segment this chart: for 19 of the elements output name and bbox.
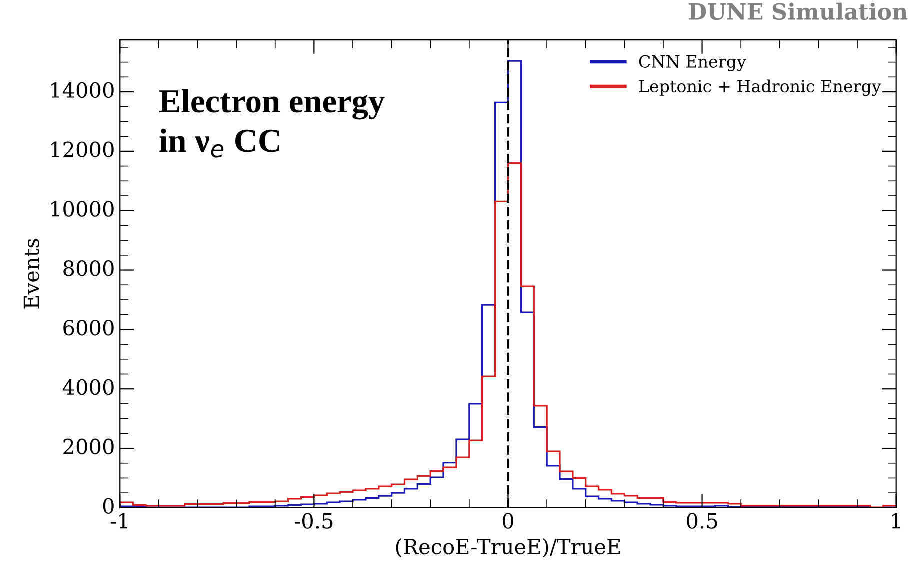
- y-tick-label: 2000: [64, 438, 114, 455]
- y-tick-label: 4000: [62, 379, 114, 396]
- x-tick-label: 0: [502, 513, 514, 529]
- y-tick-label: 14000: [52, 82, 114, 98]
- annotation: Electron energy in ν$_{e}$ CC: [160, 89, 385, 158]
- y-tick-label: 10000: [52, 201, 114, 217]
- x-axis-title: (RecoE-TrueE)/TrueE: [396, 538, 620, 558]
- y-tick-label: 6000: [64, 320, 114, 336]
- x-tick-label: -1: [110, 513, 128, 529]
- y-axis-title: Events: [24, 239, 40, 309]
- legend-label: Leptonic + Hadronic Energy: [639, 80, 882, 96]
- y-tick-label: 8000: [64, 260, 114, 276]
- text: DUNE Simulation: [688, 2, 908, 20]
- x-tick-label: -0.5: [295, 513, 333, 529]
- y-tick-label: 0: [103, 498, 114, 514]
- x-tick-label: 0.5: [687, 513, 718, 529]
- x-tick-label: 1: [892, 513, 900, 529]
- y-tick-label: 12000: [52, 142, 114, 158]
- legend-label: CNN Energy: [639, 55, 746, 72]
